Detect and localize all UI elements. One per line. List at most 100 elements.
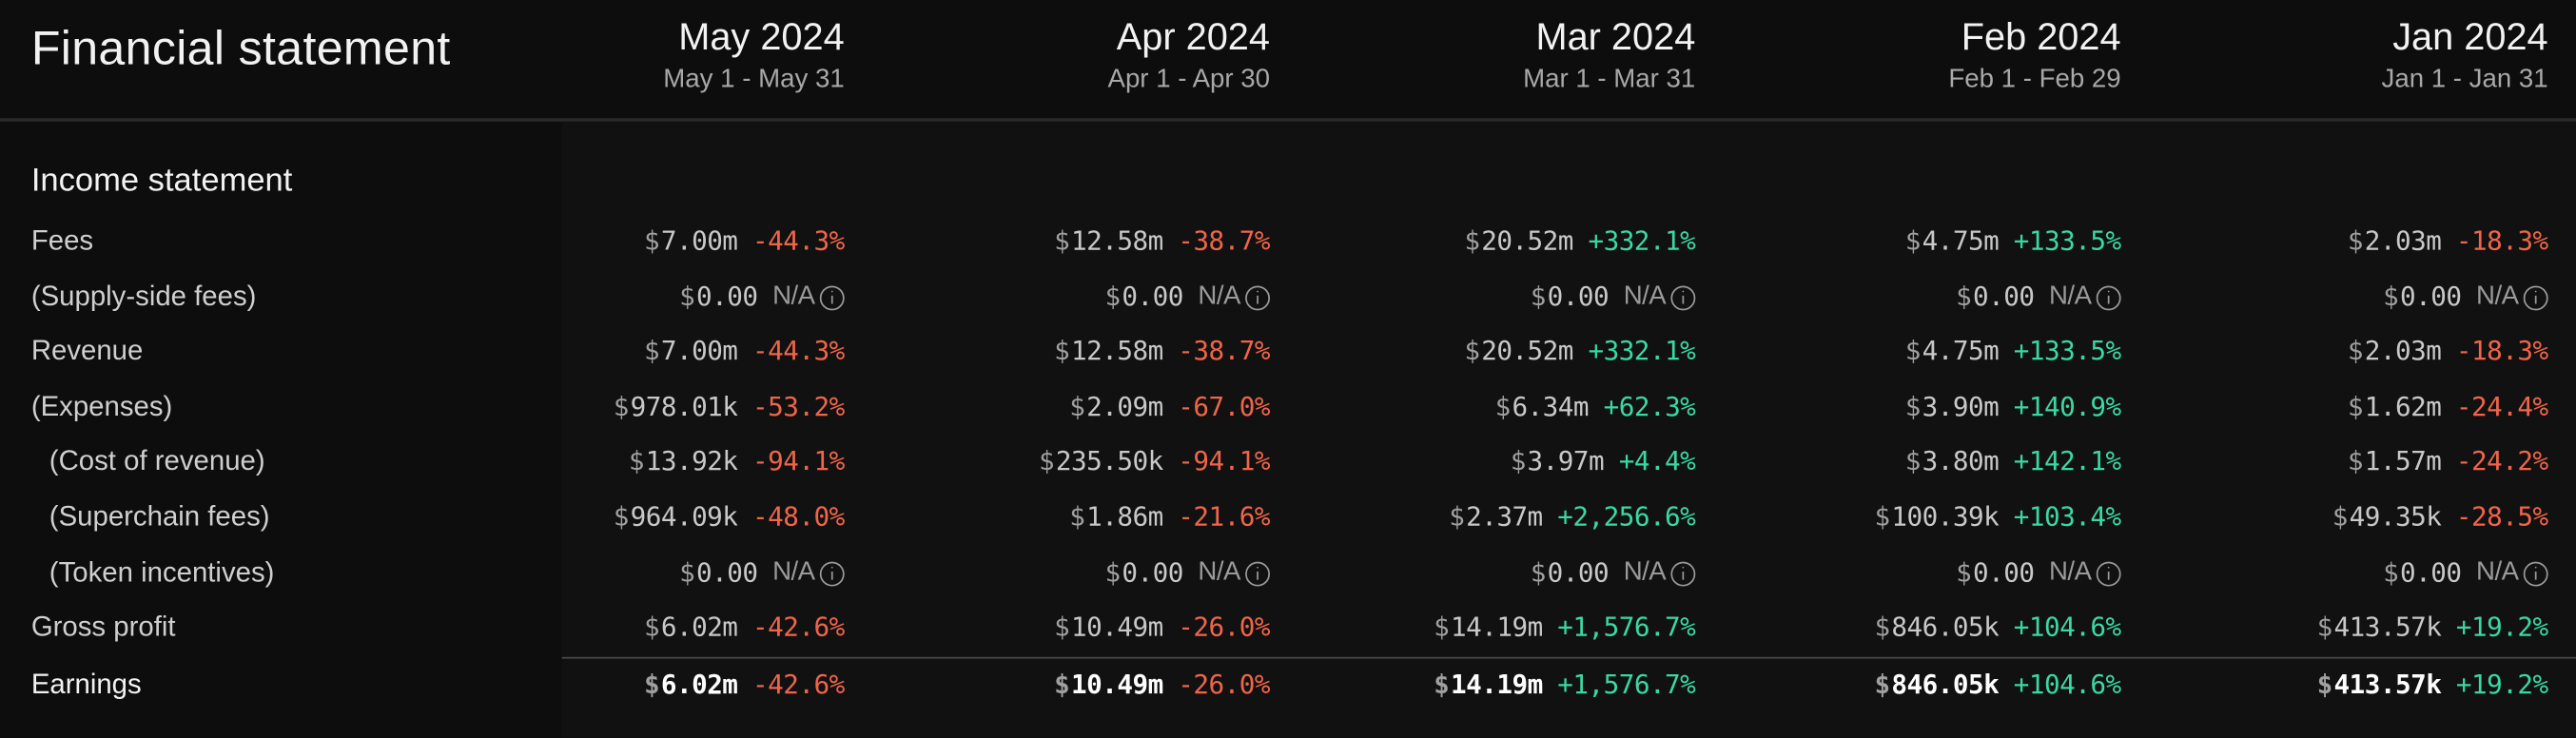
cell-amount: $2.37m <box>1449 499 1543 535</box>
cell-amount: $10.49m <box>1054 667 1163 703</box>
cell-value: 6.34m <box>1512 391 1590 422</box>
table-cell: $0.00 N/A <box>679 555 845 592</box>
change-percent: +62.3% <box>1603 391 1696 422</box>
cell-value: 0.00 <box>1122 281 1183 313</box>
table-cell: $2.03m -18.3% <box>2348 334 2548 370</box>
info-icon[interactable] <box>2096 284 2121 310</box>
row-label: (Expenses) <box>30 391 173 422</box>
cell-amount: $1.86m <box>1069 499 1163 535</box>
currency-symbol: $ <box>613 391 630 422</box>
currency-symbol: $ <box>1874 611 1890 643</box>
table-cell: $846.05k +104.6% <box>1874 667 2121 703</box>
cell-amount: $13.92k <box>629 443 738 479</box>
currency-symbol: $ <box>1956 556 1972 589</box>
table-cell: $49.35k -28.5% <box>2332 499 2548 535</box>
cell-value: 0.00 <box>696 281 758 313</box>
currency-symbol: $ <box>643 224 660 257</box>
currency-symbol: $ <box>2347 391 2364 422</box>
change-percent: -67.0% <box>1178 391 1271 422</box>
change-percent: +19.2% <box>2455 668 2548 700</box>
table-cell: $2.03m -18.3% <box>2348 223 2548 260</box>
info-icon[interactable] <box>1670 560 1696 586</box>
info-icon[interactable] <box>1245 560 1271 586</box>
change-not-available: N/A <box>772 555 845 592</box>
info-icon[interactable] <box>819 284 845 310</box>
currency-symbol: $ <box>2332 500 2349 533</box>
table-cell: $14.19m +1,576.7% <box>1434 610 1696 646</box>
table-cell: $7.00m -44.3% <box>644 223 845 260</box>
info-icon[interactable] <box>1245 284 1271 310</box>
table-cell: $2.09m -67.0% <box>1069 389 1270 425</box>
change-percent: -94.1% <box>751 445 845 476</box>
currency-symbol: $ <box>2383 556 2399 589</box>
currency-symbol: $ <box>1434 611 1450 643</box>
currency-symbol: $ <box>1434 668 1450 700</box>
info-icon[interactable] <box>2523 560 2548 586</box>
table-cell: $0.00 N/A <box>2383 555 2548 592</box>
cell-value: 12.58m <box>1071 335 1163 367</box>
change-percent: -18.3% <box>2455 335 2548 367</box>
table-cell: $10.49m -26.0% <box>1054 610 1270 646</box>
currency-symbol: $ <box>1904 391 1922 422</box>
table-cell: $2.37m +2,256.6% <box>1449 499 1696 535</box>
na-label: N/A <box>2048 282 2092 311</box>
currency-symbol: $ <box>679 281 695 313</box>
currency-symbol: $ <box>643 668 660 700</box>
row-label: Fees <box>30 224 94 257</box>
cell-value: 0.00 <box>1972 281 2035 313</box>
table-body-background <box>561 121 2576 738</box>
cell-value: 0.00 <box>2399 281 2462 313</box>
change-percent: -94.1% <box>1178 445 1271 476</box>
currency-symbol: $ <box>1530 281 1547 313</box>
currency-symbol: $ <box>2347 335 2364 367</box>
currency-symbol: $ <box>679 556 695 589</box>
table-cell: $0.00 N/A <box>1531 555 1696 592</box>
currency-symbol: $ <box>1494 391 1512 422</box>
change-percent: +19.2% <box>2455 611 2548 643</box>
info-icon[interactable] <box>819 560 845 586</box>
cell-amount: $0.00 <box>2383 280 2462 316</box>
cell-value: 2.09m <box>1086 391 1163 422</box>
cell-value: 13.92k <box>645 445 738 476</box>
cell-value: 2.03m <box>2364 335 2442 367</box>
change-percent: +103.4% <box>2013 500 2121 533</box>
currency-symbol: $ <box>1464 224 1480 257</box>
currency-symbol: $ <box>2383 281 2399 313</box>
column-header: Jan 2024 Jan 1 - Jan 31 <box>2382 13 2548 101</box>
currency-symbol: $ <box>2316 668 2333 700</box>
cell-amount: $6.02m <box>644 610 738 646</box>
table-cell: $13.92k -94.1% <box>629 443 845 479</box>
cell-amount: $0.00 <box>1104 555 1183 592</box>
cell-amount: $0.00 <box>1956 280 2035 316</box>
currency-symbol: $ <box>1069 500 1085 533</box>
cell-amount: $3.90m <box>1904 389 2000 425</box>
currency-symbol: $ <box>1039 445 1055 476</box>
cell-value: 10.49m <box>1071 611 1163 643</box>
cell-amount: $3.80m <box>1905 443 2000 479</box>
cell-amount: $2.09m <box>1069 389 1163 425</box>
change-not-available: N/A <box>772 280 845 316</box>
currency-symbol: $ <box>2347 445 2364 476</box>
cell-amount: $0.00 <box>1531 555 1610 592</box>
cell-amount: $235.50k <box>1039 443 1163 479</box>
change-not-available: N/A <box>2049 280 2121 316</box>
info-icon[interactable] <box>1670 284 1696 310</box>
change-percent: -38.7% <box>1178 335 1271 367</box>
cell-amount: $413.57k <box>2317 667 2442 703</box>
change-percent: +1,576.7% <box>1557 668 1696 700</box>
na-label: N/A <box>1198 558 1240 587</box>
change-percent: +133.5% <box>2013 335 2121 367</box>
table-cell: $0.00 N/A <box>1104 555 1271 592</box>
cell-amount: $2.03m <box>2347 334 2442 370</box>
currency-symbol: $ <box>1874 668 1890 700</box>
cell-value: 0.00 <box>1547 556 1610 589</box>
change-not-available: N/A <box>2049 555 2121 592</box>
change-not-available: N/A <box>1624 555 1696 592</box>
column-month: May 2024 <box>678 14 845 58</box>
cell-value: 6.02m <box>660 611 738 643</box>
info-icon[interactable] <box>2523 284 2548 310</box>
cell-value: 7.00m <box>660 335 738 367</box>
table-cell: $1.62m -24.4% <box>2348 389 2548 425</box>
cell-value: 10.49m <box>1071 668 1163 700</box>
info-icon[interactable] <box>2096 560 2121 586</box>
